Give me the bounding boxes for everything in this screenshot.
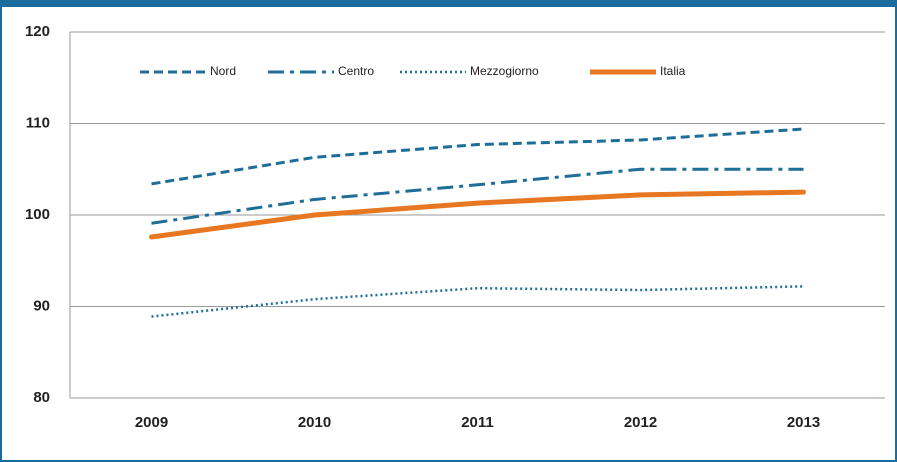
legend-label: Italia (660, 64, 686, 78)
y-tick-label: 110 (26, 114, 50, 131)
legend-label: Centro (338, 64, 374, 78)
x-tick-label: 2013 (787, 414, 820, 431)
y-tick-label: 90 (33, 297, 50, 314)
series-line (149, 189, 806, 240)
x-tick-label: 2012 (624, 414, 657, 431)
y-tick-label: 100 (25, 206, 50, 223)
top-bar (0, 0, 897, 7)
series-line (151, 167, 804, 225)
series-line (151, 285, 804, 318)
legend-label: Mezzogiorno (470, 64, 539, 78)
x-tick-label: 2010 (298, 414, 331, 431)
series-line (151, 127, 804, 186)
x-tick-label: 2011 (461, 414, 494, 431)
y-tick-label: 120 (25, 23, 50, 40)
y-tick-label: 80 (33, 389, 50, 406)
legend-label: Nord (210, 64, 236, 78)
x-tick-label: 2009 (135, 414, 168, 431)
